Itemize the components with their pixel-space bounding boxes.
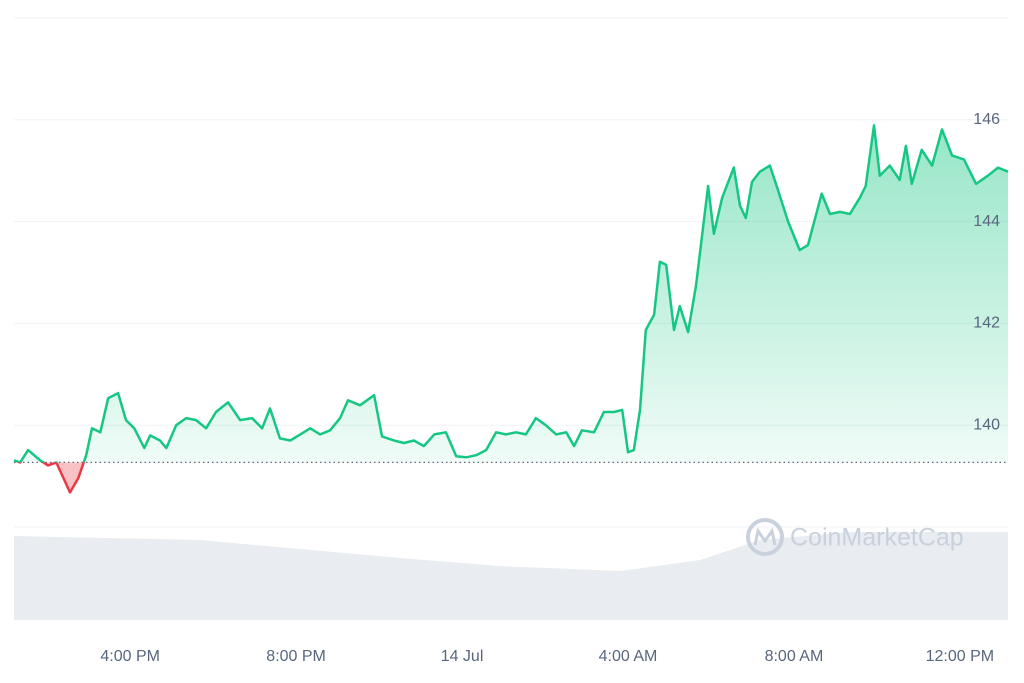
area-up <box>14 125 1008 463</box>
plot <box>13 124 1009 494</box>
watermark: CoinMarketCap <box>790 524 964 552</box>
x-tick-label: 14 Jul <box>441 648 484 665</box>
y-tick-label: 146 <box>973 111 1000 128</box>
watermark-logo <box>746 518 784 556</box>
y-tick-label: 142 <box>973 315 1000 332</box>
y-tick-label: 140 <box>973 416 1000 433</box>
x-tick-label: 4:00 PM <box>100 648 160 665</box>
y-tick-label: 144 <box>973 213 1000 230</box>
x-tick-label: 8:00 AM <box>765 648 824 665</box>
x-tick-label: 12:00 PM <box>926 648 994 665</box>
x-tick-label: 4:00 AM <box>599 648 658 665</box>
labels: 140 142 144 146 4:00 PM 8:00 PM 14 Jul 4:00 AM 8… <box>100 111 1000 665</box>
price-line-up <box>13 124 1009 463</box>
x-tick-label: 8:00 PM <box>266 648 326 665</box>
